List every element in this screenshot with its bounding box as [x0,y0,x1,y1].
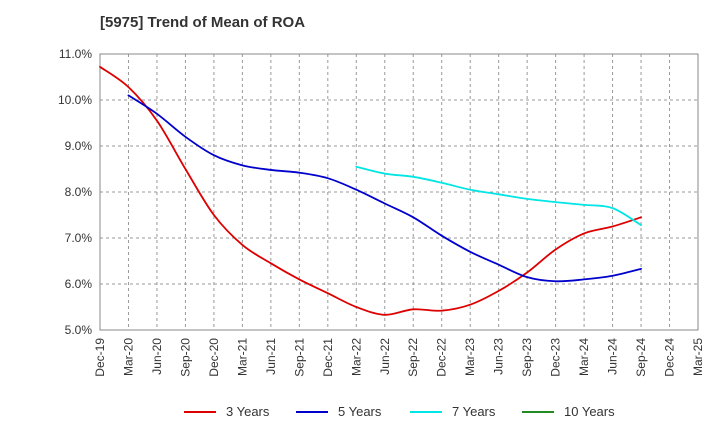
legend-item-3-years[interactable]: 3 Years [184,404,269,419]
x-tick-label: Sep-21 [292,338,306,377]
x-tick-label: Mar-23 [463,338,477,376]
x-tick-label: Mar-25 [691,338,705,376]
x-tick-label: Sep-22 [406,338,420,377]
legend-swatch-3-years [184,410,216,413]
x-tick-label: Dec-24 [663,338,677,377]
legend-item-10-years[interactable]: 10 Years [522,404,615,419]
x-tick-label: Sep-23 [520,338,534,377]
x-tick-label: Jun-21 [264,338,278,375]
y-tick-label: 5.0% [65,323,93,337]
series-line-5-years [127,94,642,283]
x-tick-label: Dec-20 [207,338,221,377]
x-tick-label: Mar-20 [121,338,135,376]
x-tick-label: Sep-20 [178,338,192,377]
x-tick-label: Dec-19 [93,338,107,377]
chart-title: [5975] Trend of Mean of ROA [100,14,306,31]
legend-label-7-years: 7 Years [452,404,496,419]
x-tick-label: Jun-24 [606,338,620,375]
x-tick-label: Mar-21 [235,338,249,376]
series-line-7-years [355,165,642,227]
x-tick-label: Mar-22 [349,338,363,376]
legend-label-10-years: 10 Years [564,404,615,419]
legend-item-7-years[interactable]: 7 Years [410,404,495,419]
series-layer [99,65,642,316]
y-tick-label: 11.0% [59,47,92,61]
legend: 3 Years 5 Years 7 Years 10 Years [0,404,720,426]
legend-label-3-years: 3 Years [226,404,270,419]
y-tick-label: 6.0% [65,277,93,291]
y-tick-label: 7.0% [65,231,93,245]
x-tick-label: Dec-23 [549,338,563,377]
legend-swatch-10-years [522,410,554,413]
legend-swatch-7-years [410,410,442,413]
legend-item-5-years[interactable]: 5 Years [296,404,381,419]
y-tick-label: 8.0% [65,185,93,199]
x-tick-label: Dec-21 [321,338,335,377]
grid-layer [100,53,698,331]
x-tick-label: Jun-20 [150,338,164,375]
x-tick-label: Dec-22 [435,338,449,377]
legend-label-5-years: 5 Years [338,404,382,419]
y-tick-label: 10.0% [58,93,92,107]
legend-swatch-5-years [296,410,328,413]
x-tick-label: Mar-24 [577,338,591,376]
x-tick-label: Jun-22 [378,338,392,375]
x-axis: Dec-19 Mar-20 Jun-20 Sep-20 Dec-20 Mar-21 Jun-… [93,338,705,377]
y-axis: 5.0% 6.0% 7.0% 8.0% 9.0% 10.0% 11.0% [58,47,92,337]
plot-frame [99,53,699,331]
x-tick-label: Jun-23 [492,338,506,375]
y-tick-label: 9.0% [65,139,93,153]
series-line-3-years [99,65,642,316]
x-tick-label: Sep-24 [634,338,648,377]
